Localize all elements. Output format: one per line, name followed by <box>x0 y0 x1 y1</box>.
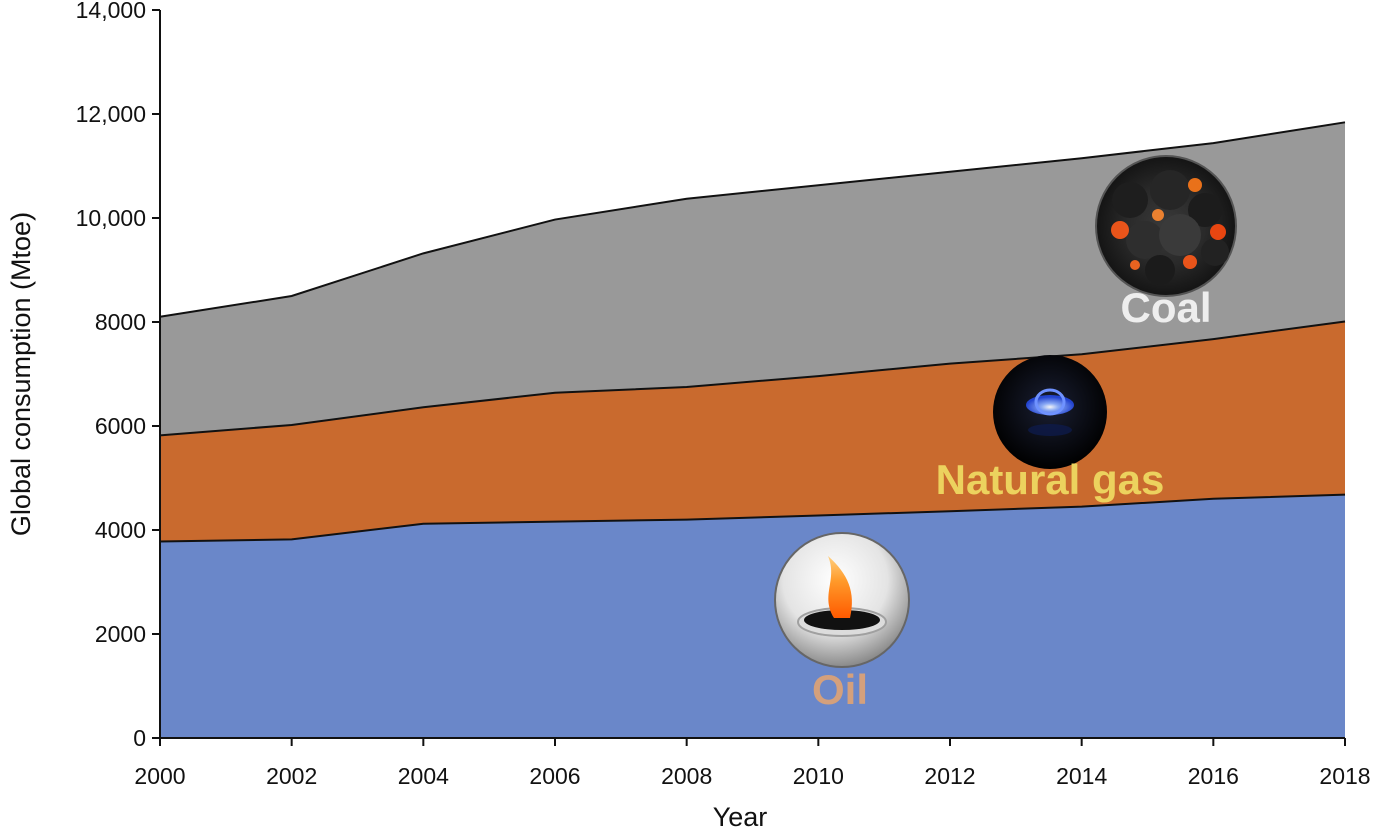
x-tick-label: 2012 <box>924 763 975 789</box>
x-tick-label: 2004 <box>398 763 449 789</box>
area-coal <box>160 122 1345 436</box>
boundary-line-natural-gas-top <box>159 320 1346 437</box>
boundary-line-coal-top <box>159 121 1346 318</box>
y-tick-label: 4000 <box>95 517 146 543</box>
axes: 0 2000 4000 6000 8000 10,000 12,000 14,000 2000… <box>76 0 1371 789</box>
y-tick-label: 8000 <box>95 309 146 335</box>
x-ticks: 2000 2002 2004 2006 2008 2010 2012 2014 2016 2018 <box>134 738 1371 789</box>
coal-icon <box>1095 155 1237 297</box>
x-tick-label: 2002 <box>266 763 317 789</box>
y-tick-label: 14,000 <box>76 0 146 23</box>
series-label-natural-gas: Natural gas <box>936 456 1165 503</box>
boundary-line-oil-top <box>159 493 1346 543</box>
boundary-lines <box>159 121 1346 543</box>
series-label-oil: Oil <box>812 666 868 713</box>
series-label-coal: Coal <box>1120 284 1211 331</box>
gas-burner-icon <box>993 355 1107 469</box>
y-tick-label: 12,000 <box>76 101 146 127</box>
area-oil <box>160 494 1345 738</box>
y-tick-label: 0 <box>133 725 146 751</box>
x-tick-label: 2000 <box>134 763 185 789</box>
y-tick-label: 2000 <box>95 621 146 647</box>
y-tick-label: 10,000 <box>76 205 146 231</box>
area-layer <box>160 122 1345 738</box>
x-tick-label: 2016 <box>1188 763 1239 789</box>
x-tick-label: 2006 <box>529 763 580 789</box>
x-axis-title: Year <box>713 802 768 832</box>
x-tick-label: 2018 <box>1319 763 1370 789</box>
x-tick-label: 2008 <box>661 763 712 789</box>
y-ticks: 0 2000 4000 6000 8000 10,000 12,000 14,000 <box>76 0 160 751</box>
y-axis-title: Global consumption (Mtoe) <box>6 212 36 536</box>
x-tick-label: 2010 <box>793 763 844 789</box>
x-tick-label: 2014 <box>1056 763 1107 789</box>
y-tick-label: 6000 <box>95 413 146 439</box>
oil-flame-icon <box>774 532 910 668</box>
